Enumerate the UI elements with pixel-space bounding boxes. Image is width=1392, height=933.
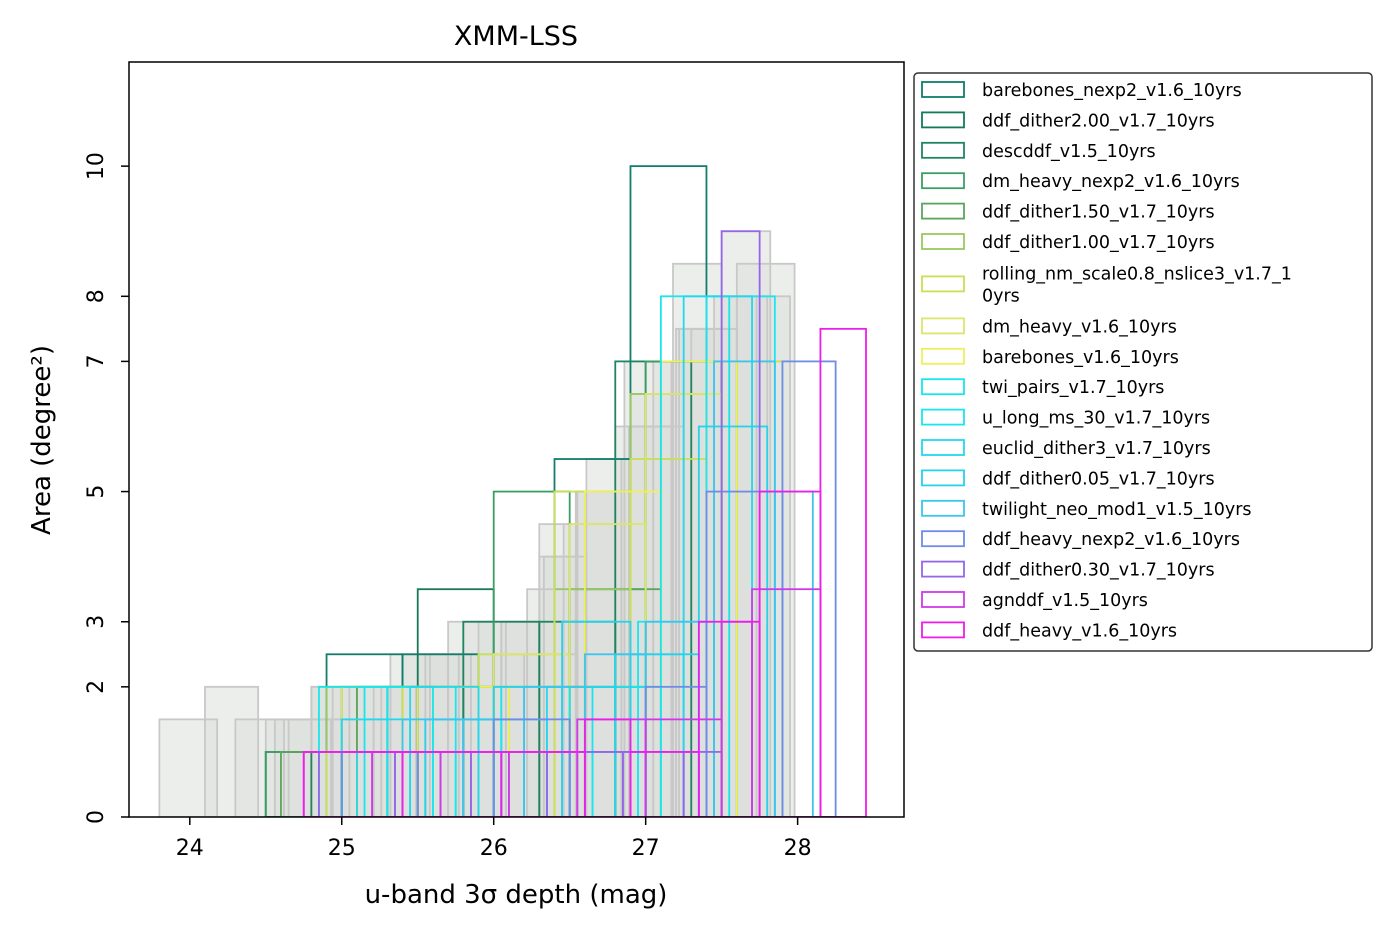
y-tick-label-0: 0 [84, 810, 109, 824]
legend-items: barebones_nexp2_v1.6_10yrs ddf_dither2.00… [921, 81, 1292, 641]
y-tick-label-5: 8 [84, 289, 109, 303]
legend-label-6: rolling_nm_scale0.8_nslice3_v1.7_1 0yrs [982, 264, 1292, 306]
y-axis: 0 2 3 5 7 8 10 [84, 152, 129, 824]
legend-swatch-13 [921, 499, 965, 517]
legend-label-10: u_long_ms_30_v1.7_10yrs [982, 409, 1210, 429]
legend-label-2: descddf_v1.5_10yrs [982, 142, 1156, 162]
legend-item-2: descddf_v1.5_10yrs [921, 141, 1156, 162]
legend-label-7: dm_heavy_v1.6_10yrs [982, 317, 1177, 337]
legend-swatch-7 [921, 317, 965, 335]
legend-box [913, 72, 1373, 652]
y-tick-label-4: 7 [84, 354, 109, 368]
legend-swatch-1 [921, 111, 965, 129]
legend-item-5: ddf_dither1.00_v1.7_10yrs [921, 233, 1215, 253]
y-axis-label: Area (degree²) [27, 345, 57, 535]
legend-swatch-8 [921, 347, 965, 365]
legend-swatch-2 [921, 141, 965, 159]
legend-swatch-5 [921, 233, 965, 250]
legend-label-11: euclid_dither3_v1.7_10yrs [982, 439, 1211, 459]
legend-swatch-6 [921, 275, 965, 293]
legend-item-3: dm_heavy_nexp2_v1.6_10yrs [921, 172, 1240, 192]
legend-item-15: ddf_dither0.30_v1.7_10yrs [921, 560, 1215, 581]
legend-label-17: ddf_heavy_v1.6_10yrs [982, 621, 1177, 641]
legend-label-16: agnddf_v1.5_10yrs [982, 591, 1148, 611]
legend-label-8: barebones_v1.6_10yrs [982, 348, 1179, 368]
legend-item-1: ddf_dither2.00_v1.7_10yrs [921, 111, 1215, 131]
legend-label-9: twi_pairs_v1.7_10yrs [982, 378, 1164, 398]
legend-label-15: ddf_dither0.30_v1.7_10yrs [982, 561, 1215, 581]
y-tick-label-1: 2 [84, 680, 109, 694]
legend-swatch-11 [921, 439, 965, 456]
legend-label-0: barebones_nexp2_v1.6_10yrs [982, 81, 1242, 101]
legend-swatch-9 [921, 378, 965, 396]
legend-item-0: barebones_nexp2_v1.6_10yrs [921, 81, 1242, 101]
legend-item-17: ddf_heavy_v1.6_10yrs [921, 621, 1177, 641]
legend-item-7: dm_heavy_v1.6_10yrs [921, 317, 1177, 337]
series-17 [302, 327, 867, 817]
series-bar-17-7 [819, 327, 867, 817]
legend-label-3: dm_heavy_nexp2_v1.6_10yrs [982, 172, 1240, 192]
plot-frame [128, 61, 905, 818]
y-tick-label-6: 10 [84, 152, 109, 180]
legend-item-11: euclid_dither3_v1.7_10yrs [921, 439, 1211, 459]
legend-swatch-12 [921, 469, 965, 487]
legend-item-16: agnddf_v1.5_10yrs [921, 591, 1148, 611]
legend-item-13: twilight_neo_mod1_v1.5_10yrs [921, 499, 1252, 520]
legend-label-14: ddf_heavy_nexp2_v1.6_10yrs [982, 530, 1240, 550]
x-tick-label-0: 24 [176, 836, 204, 861]
x-axis-label: u-band 3σ depth (mag) [365, 880, 668, 910]
legend-item-6: rolling_nm_scale0.8_nslice3_v1.7_1 0yrs [921, 264, 1292, 306]
legend-label-5: ddf_dither1.00_v1.7_10yrs [982, 233, 1215, 253]
legend-item-12: ddf_dither0.05_v1.7_10yrs [921, 469, 1215, 489]
x-tick-label-2: 26 [480, 836, 508, 861]
chart-title: XMM-LSS [454, 21, 578, 52]
legend-item-4: ddf_dither1.50_v1.7_10yrs [921, 202, 1215, 223]
legend-label-12: ddf_dither0.05_v1.7_10yrs [982, 469, 1215, 489]
legend-swatch-16 [921, 591, 965, 608]
y-tick-label-3: 5 [84, 485, 109, 499]
legend-item-8: barebones_v1.6_10yrs [921, 347, 1179, 368]
legend-swatch-15 [921, 560, 965, 578]
legend-swatch-3 [921, 172, 965, 190]
legend-item-14: ddf_heavy_nexp2_v1.6_10yrs [921, 530, 1240, 550]
y-tick-label-2: 3 [84, 615, 109, 629]
legend-label-4: ddf_dither1.50_v1.7_10yrs [982, 203, 1215, 223]
legend-swatch-4 [921, 202, 965, 220]
series-histograms [264, 165, 867, 817]
legend-swatch-0 [921, 81, 965, 98]
legend: barebones_nexp2_v1.6_10yrs ddf_dither2.00… [913, 72, 1373, 652]
x-tick-label-1: 25 [328, 836, 356, 861]
x-axis: 24 25 26 27 28 [176, 817, 812, 861]
x-tick-label-4: 28 [784, 836, 812, 861]
legend-swatch-10 [921, 408, 965, 426]
legend-swatch-17 [921, 621, 965, 639]
legend-item-10: u_long_ms_30_v1.7_10yrs [921, 408, 1210, 429]
legend-label-1: ddf_dither2.00_v1.7_10yrs [982, 111, 1215, 131]
x-tick-label-3: 27 [632, 836, 660, 861]
legend-swatch-14 [921, 530, 965, 548]
legend-item-9: twi_pairs_v1.7_10yrs [921, 378, 1164, 398]
legend-label-13: twilight_neo_mod1_v1.5_10yrs [982, 500, 1252, 520]
plot-area [158, 165, 867, 817]
